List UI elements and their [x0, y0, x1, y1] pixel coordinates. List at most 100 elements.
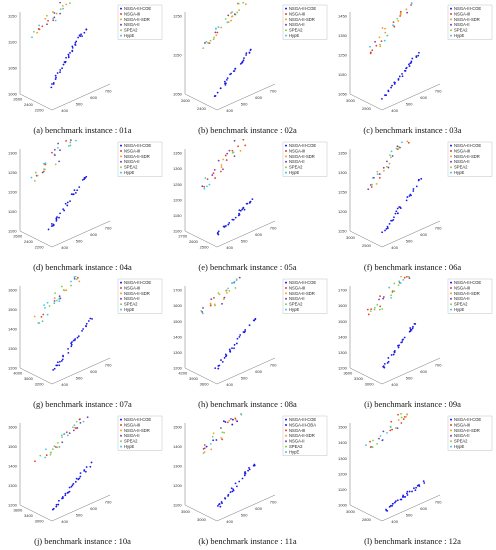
- legend-marker: [285, 303, 287, 306]
- legend-marker: [120, 418, 122, 421]
- cloud-point: [58, 298, 61, 300]
- cloud-point: [390, 296, 392, 299]
- z-tick-label: 1000: [8, 92, 18, 97]
- front-point: [385, 227, 388, 230]
- cloud-point: [233, 139, 236, 142]
- chart-panel: 400 500 600 700 3800 3400 3000 1200 1300 1400 1500…: [0, 413, 165, 550]
- x-tick-label: 500: [76, 512, 83, 517]
- cloud-point: [220, 437, 223, 439]
- cloud-point: [398, 145, 400, 148]
- legend-entry: SPEA2: [289, 302, 303, 307]
- cloud-point: [73, 276, 76, 278]
- legend-marker: [450, 424, 452, 426]
- cloud-point: [53, 300, 56, 302]
- front-point: [386, 227, 389, 230]
- legend-entry: NSGA-II-SDR: [454, 17, 480, 22]
- cloud-point: [69, 141, 72, 144]
- z-tick-label: 1200: [173, 366, 183, 371]
- front-point: [67, 53, 70, 56]
- x-tick-label: 400: [391, 245, 398, 250]
- legend-marker: [285, 418, 287, 421]
- cloud-point: [403, 276, 406, 279]
- y-tick-label: 3000: [197, 517, 207, 522]
- cloud-point: [32, 30, 35, 33]
- cloud-point: [53, 12, 56, 14]
- front-point: [80, 33, 82, 36]
- y-axis-line: [184, 93, 218, 111]
- front-point: [239, 209, 242, 212]
- front-point: [248, 51, 251, 54]
- cloud-point: [204, 42, 206, 44]
- cloud-point: [49, 453, 52, 456]
- z-tick-label: 1350: [338, 33, 348, 38]
- cloud-point: [47, 19, 49, 22]
- cloud-point: [383, 39, 386, 42]
- front-point: [392, 353, 395, 356]
- front-point: [85, 322, 88, 325]
- chart-caption: (b) benchmark instance : 02a: [198, 125, 297, 135]
- z-tick-label: 1150: [338, 229, 347, 234]
- cloud-point: [234, 287, 237, 289]
- y-tick-label: 3900: [189, 376, 199, 381]
- front-point: [83, 470, 86, 472]
- front-point: [383, 362, 386, 365]
- cloud-point: [244, 144, 247, 147]
- chart-caption: (e) benchmark instance : 05a: [198, 262, 297, 272]
- x-tick-label: 600: [420, 95, 427, 100]
- x-tick-label: 500: [76, 238, 83, 243]
- legend-marker: [285, 287, 287, 289]
- cloud-point: [384, 27, 386, 30]
- legend-marker: [120, 171, 122, 174]
- front-point: [89, 317, 92, 320]
- legend-entry: NSGA-II: [124, 22, 140, 27]
- legend-entry: NSGA-II-SDR: [289, 291, 315, 296]
- cloud-point: [60, 434, 63, 437]
- cloud-point: [400, 276, 402, 278]
- front-point: [217, 367, 220, 370]
- cloud-point: [221, 431, 224, 434]
- cloud-point: [382, 430, 385, 433]
- front-point: [55, 76, 57, 79]
- y-tick-label: 2500: [200, 244, 210, 249]
- cloud-point: [375, 44, 378, 47]
- x-tick-label: 600: [90, 369, 97, 374]
- legend-marker: [120, 150, 122, 152]
- front-point: [72, 482, 75, 485]
- y-axis-line: [349, 230, 383, 248]
- legend-marker: [285, 155, 287, 158]
- scatter3d-plot: 400 500 600 700 3500 3000 1100 1200 1300 1400 1500…: [173, 413, 328, 524]
- front-point: [54, 74, 57, 77]
- front-point: [408, 490, 411, 493]
- cloud-point: [44, 307, 46, 309]
- cloud-point: [65, 3, 68, 6]
- cloud-point: [393, 290, 396, 293]
- x-tick-label: 500: [406, 238, 413, 243]
- x-tick-label: 500: [76, 375, 83, 380]
- legend-entry: HypE: [124, 170, 134, 175]
- front-point: [393, 351, 396, 354]
- cloud-point: [71, 426, 74, 429]
- front-point: [394, 212, 397, 215]
- cloud-point: [242, 2, 245, 4]
- cloud-point: [371, 183, 373, 186]
- front-point: [58, 216, 60, 219]
- x-tick-label: 600: [255, 369, 262, 374]
- legend-entry: NSGA-II-SDR: [289, 154, 315, 159]
- front-point: [89, 465, 92, 468]
- cloud-point: [225, 289, 228, 292]
- y-tick-label: 3600: [24, 376, 34, 381]
- cloud-point: [393, 282, 396, 285]
- front-point: [405, 66, 408, 69]
- cloud-point: [58, 446, 61, 448]
- cloud-point: [215, 34, 218, 37]
- front-point: [84, 470, 87, 473]
- front-point: [76, 336, 79, 339]
- x-tick-label: 500: [241, 101, 248, 106]
- front-point: [396, 212, 399, 215]
- front-point: [229, 73, 231, 76]
- front-point: [223, 80, 226, 83]
- cloud-point: [221, 438, 224, 441]
- front-point: [389, 504, 392, 507]
